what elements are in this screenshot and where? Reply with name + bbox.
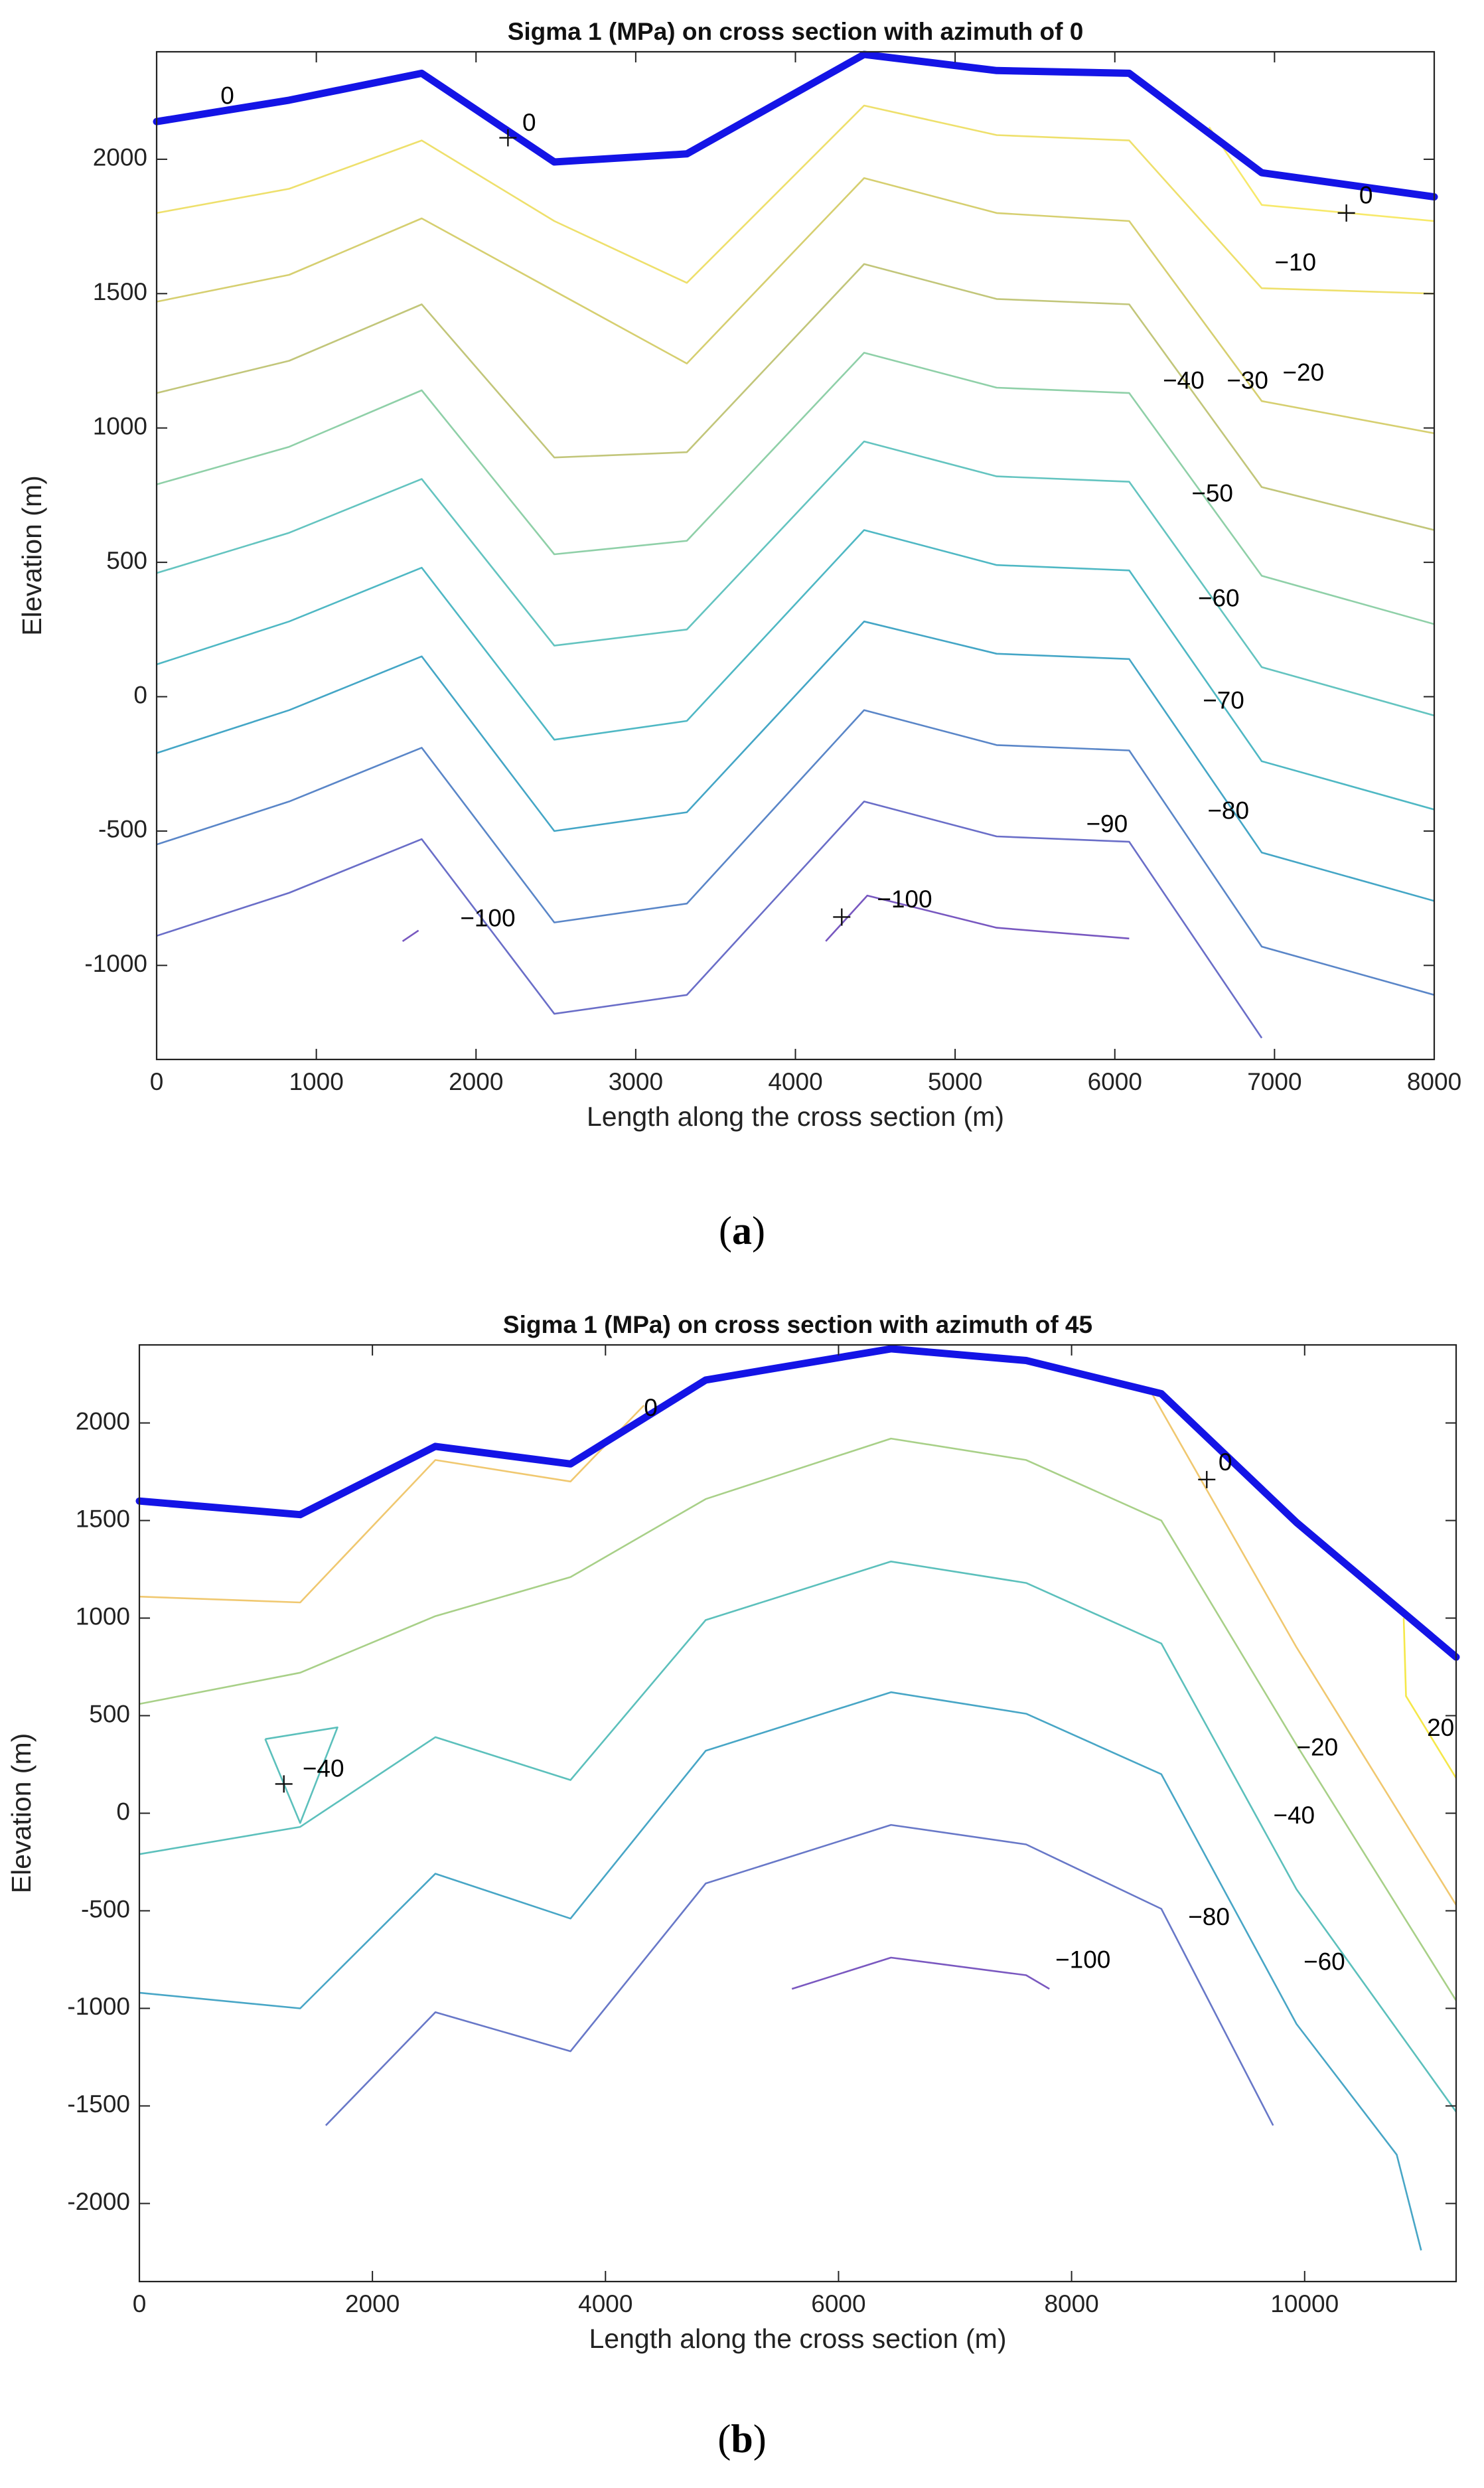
x-tick-label: 4000 [768, 1068, 822, 1095]
x-tick-label: 6000 [811, 2290, 865, 2317]
x-tick-label: 8000 [1407, 1068, 1461, 1095]
contour-label: −80 [1207, 797, 1249, 824]
plot-area [157, 52, 1434, 1059]
contour-label: −70 [1203, 686, 1244, 714]
y-tick-label: 500 [106, 547, 147, 574]
chart-title: Sigma 1 (MPa) on cross section with azim… [503, 1311, 1092, 1338]
contour-line-4 [139, 1561, 1457, 2113]
y-tick-label: 1500 [76, 1505, 130, 1532]
y-tick-label: -500 [98, 816, 147, 843]
x-tick-label: 0 [150, 1068, 164, 1095]
contour-label: −40 [303, 1755, 344, 1782]
contour-line-1 [156, 104, 1435, 295]
contour-label: −40 [1163, 367, 1205, 394]
panel-caption-b: (b) [717, 2417, 767, 2461]
contour-line-8 [791, 1956, 1050, 1990]
y-tick-label: -1000 [67, 1993, 130, 2020]
y-tick-label: 2000 [93, 144, 147, 171]
contour-label: −40 [1273, 1802, 1315, 1829]
x-tick-label: 6000 [1088, 1068, 1142, 1095]
plot-area [139, 1345, 1456, 2282]
contour-line-3 [156, 263, 1435, 531]
surface-line [135, 1345, 1460, 1661]
y-tick-label: 500 [89, 1700, 130, 1727]
x-tick-label: 10000 [1270, 2290, 1339, 2317]
x-tick-label: 1000 [289, 1068, 343, 1095]
contour-marker-1 [1337, 204, 1355, 222]
x-tick-label: 0 [133, 2290, 147, 2317]
x-axis-label: Length along the cross section (m) [587, 1101, 1004, 1132]
y-tick-label: -1000 [84, 950, 147, 977]
contour-line-6 [139, 1691, 1422, 2251]
contour-label: −20 [1282, 359, 1324, 386]
x-tick-label: 2000 [345, 2290, 400, 2317]
y-axis-label: Elevation (m) [6, 1733, 37, 1894]
chart-panel-b: 0 0 20 −20 −40 −40 −60 −80 −100 0 2000 4000 6000 8000… [6, 1311, 1460, 2354]
contour-label: −50 [1191, 480, 1233, 507]
contour-label: −20 [1296, 1733, 1338, 1760]
y-tick-label: 1000 [76, 1602, 130, 1630]
contour-line-2 [1402, 1618, 1457, 1779]
contour-label: −100 [460, 904, 515, 931]
contour-line-4 [156, 352, 1435, 625]
contour-label: 0 [644, 1394, 658, 1421]
contour-label: −30 [1226, 367, 1268, 394]
contour-marker-0 [275, 1775, 293, 1793]
surface-line [153, 50, 1438, 201]
contour-label: −90 [1086, 811, 1128, 838]
x-tick-label: 7000 [1247, 1068, 1301, 1095]
y-tick-label: 2000 [76, 1407, 130, 1435]
y-tick-label: -1500 [67, 2090, 130, 2118]
y-tick-label: -2000 [67, 2188, 130, 2215]
contour-label: 0 [220, 82, 234, 110]
x-axis-label: Length along the cross section (m) [589, 2323, 1007, 2354]
contour-label: −100 [1055, 1946, 1110, 1974]
contour-label: 0 [1359, 181, 1373, 208]
panel-caption-a: (a) [719, 1209, 765, 1253]
contour-line-7 [325, 1824, 1274, 2126]
contour-line-6 [156, 529, 1435, 811]
contour-line-7 [156, 620, 1435, 902]
contour-label: −10 [1274, 249, 1316, 276]
contour-label: −100 [877, 886, 932, 913]
x-tick-label: 3000 [609, 1068, 663, 1095]
contour-line-0 [1208, 126, 1435, 222]
contour-label: 20 [1427, 1714, 1454, 1741]
contour-line-10 [402, 929, 419, 942]
y-tick-label: -500 [81, 1895, 130, 1922]
chart-panel-a: 0 0 0 −10 −20 −30 −40 −50 −60 −70 −80 −90 −100 −100 0 1… [17, 18, 1461, 1132]
contour-line-9 [156, 801, 1263, 1039]
y-tick-label: 1500 [93, 278, 147, 305]
chart-title: Sigma 1 (MPa) on cross section with azim… [508, 18, 1084, 45]
x-tick-label: 8000 [1044, 2290, 1098, 2317]
contour-line-0 [139, 1405, 645, 1604]
y-axis-label: Elevation (m) [17, 475, 47, 636]
y-tick-label: 0 [133, 681, 147, 708]
contour-line-3 [139, 1437, 1457, 2001]
contour-marker-0 [499, 129, 517, 147]
y-tick-label: 0 [116, 1798, 130, 1825]
contour-line-8 [156, 709, 1435, 996]
contour-line-2 [156, 177, 1435, 435]
contour-marker-1 [1198, 1470, 1216, 1488]
contour-label: −60 [1303, 1948, 1345, 1976]
y-tick-label: 1000 [93, 413, 147, 440]
contour-label: 0 [1219, 1448, 1232, 1476]
contour-line-5 [156, 440, 1435, 717]
x-tick-label: 2000 [449, 1068, 503, 1095]
contour-line-5 [264, 1726, 338, 1824]
contour-label: −60 [1198, 585, 1240, 612]
contour-line-1 [1151, 1393, 1457, 1906]
contour-marker-2 [833, 908, 851, 926]
contour-line-11 [825, 894, 1130, 942]
contour-label: 0 [522, 109, 536, 136]
x-tick-label: 4000 [578, 2290, 632, 2317]
contour-label: −80 [1188, 1903, 1230, 1930]
x-tick-label: 5000 [928, 1068, 982, 1095]
